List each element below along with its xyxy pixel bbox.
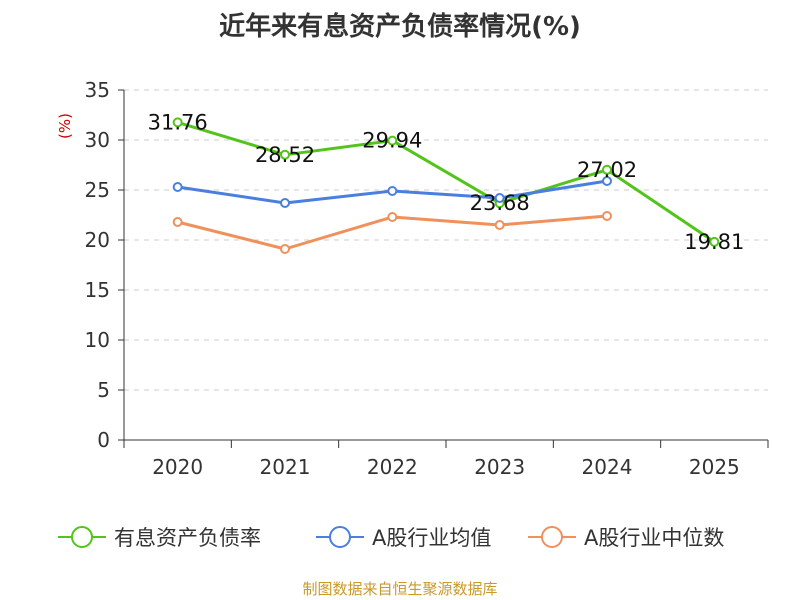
y-tick-label: 0	[97, 428, 110, 452]
data-label: 29.94	[362, 129, 422, 153]
data-point	[172, 117, 183, 128]
y-axis-label: (%)	[56, 113, 74, 139]
data-label: 27.02	[577, 158, 637, 182]
data-label: 19.81	[684, 230, 744, 254]
legend-label-2: A股行业中位数	[584, 526, 724, 550]
data-point	[387, 212, 398, 222]
data-point	[280, 244, 290, 254]
legend-label-1: A股行业均值	[372, 526, 491, 550]
x-tick-label: 2020	[152, 455, 203, 479]
legend-marker-2	[541, 526, 563, 548]
data-point	[602, 211, 612, 221]
y-tick-label: 5	[97, 378, 110, 402]
data-point	[709, 236, 720, 247]
source-note: 制图数据来自恒生聚源数据库	[302, 580, 498, 598]
data-point	[280, 198, 290, 208]
data-point	[387, 186, 398, 196]
data-point	[387, 135, 398, 146]
data-label: 31.76	[148, 110, 208, 134]
y-tick-label: 25	[85, 178, 110, 202]
series-layer	[172, 117, 720, 254]
legend: 有息资产负债率 A股行业均值 A股行业中位数	[58, 526, 724, 550]
y-tick-label: 35	[85, 78, 110, 102]
data-point	[172, 217, 183, 227]
y-tick-label: 20	[85, 228, 110, 252]
legend-marker-1	[329, 526, 351, 548]
y-tick-label: 15	[85, 278, 110, 302]
data-point	[172, 182, 183, 192]
x-tick-label: 2022	[367, 455, 418, 479]
y-tick-label: 10	[85, 328, 110, 352]
series-line-0	[177, 120, 716, 244]
legend-marker-0	[71, 526, 93, 548]
y-tick-label: 30	[85, 128, 110, 152]
legend-label-0: 有息资产负债率	[114, 526, 261, 550]
chart-title: 近年来有息资产负债率情况(%)	[219, 12, 581, 42]
data-label-layer: 31.76 28.52 29.94 23.68 27.02 19.81	[148, 110, 745, 254]
x-tick-label: 2025	[689, 455, 740, 479]
data-point	[602, 176, 612, 186]
data-point	[494, 193, 505, 203]
data-label: 23.68	[470, 191, 530, 215]
data-label: 28.52	[255, 143, 315, 167]
data-point	[280, 149, 290, 160]
data-point	[494, 220, 505, 230]
x-tick-label: 2024	[582, 455, 633, 479]
grid-layer	[124, 89, 768, 391]
x-tick-label: 2021	[260, 455, 311, 479]
data-point	[602, 164, 612, 175]
x-tick-label: 2023	[474, 455, 525, 479]
